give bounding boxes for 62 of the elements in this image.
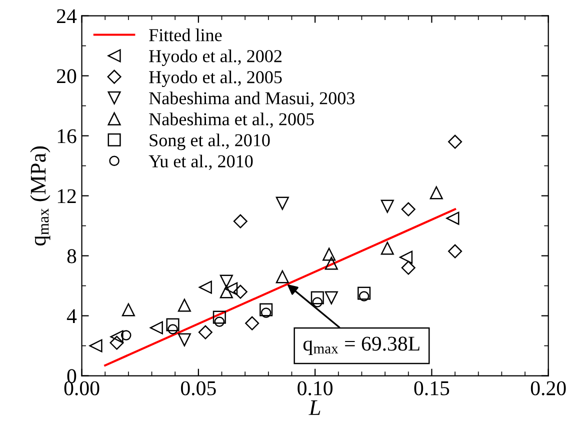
legend-label: Hyodo et al., 2002 bbox=[149, 50, 282, 66]
point bbox=[214, 316, 225, 327]
point bbox=[166, 318, 180, 332]
point bbox=[110, 336, 124, 350]
point bbox=[120, 330, 132, 340]
point bbox=[380, 242, 394, 255]
point bbox=[448, 134, 462, 149]
point bbox=[276, 196, 289, 210]
point bbox=[448, 244, 462, 258]
point bbox=[260, 308, 272, 318]
legend-label: Hyodo et al., 2005 bbox=[149, 70, 282, 88]
point bbox=[358, 286, 371, 300]
legend-label: Yu et al., 2010 bbox=[148, 154, 253, 170]
y-axis-title: q$_{max}$ (MPa) bbox=[30, 146, 50, 246]
legend-label: Song et al., 2010 bbox=[150, 134, 270, 150]
x-tick-label: 0.20 bbox=[530, 381, 566, 396]
legend-label: Nabeshima et al., 2005 bbox=[149, 112, 314, 128]
point bbox=[224, 282, 238, 296]
point bbox=[178, 298, 191, 312]
point bbox=[89, 339, 102, 352]
point bbox=[358, 291, 370, 302]
point bbox=[198, 325, 212, 340]
point bbox=[122, 303, 135, 316]
x-tick-label: 0.00 bbox=[64, 381, 100, 396]
y-tick-label: 24 bbox=[57, 9, 77, 24]
point bbox=[220, 285, 233, 298]
point bbox=[276, 270, 289, 284]
point bbox=[150, 321, 163, 334]
x-tick-label: 0.05 bbox=[180, 381, 216, 396]
point bbox=[233, 284, 248, 299]
point bbox=[401, 260, 416, 275]
point bbox=[110, 330, 124, 344]
point bbox=[324, 256, 338, 270]
point bbox=[220, 274, 233, 288]
y-tick-label: 0 bbox=[67, 369, 76, 384]
x-tick-label: 0.10 bbox=[298, 381, 333, 396]
y-tick-label: 20 bbox=[57, 69, 76, 84]
point bbox=[312, 297, 323, 308]
point bbox=[322, 248, 336, 261]
annotation: q$_{max}$ = 69.38L bbox=[303, 336, 420, 355]
y-tick-label: 16 bbox=[58, 129, 76, 144]
y-tick-label: 4 bbox=[66, 309, 77, 323]
y-tick-label: 8 bbox=[67, 249, 76, 264]
legend-label: Nabeshima and Masui, 2003 bbox=[149, 92, 354, 107]
y-tick-label: 12 bbox=[58, 189, 76, 204]
point bbox=[324, 291, 338, 304]
point bbox=[380, 200, 394, 213]
point bbox=[168, 324, 178, 334]
point bbox=[178, 333, 191, 346]
point bbox=[446, 212, 460, 225]
x-tick-label: 0.15 bbox=[414, 381, 450, 396]
point bbox=[401, 202, 416, 216]
point bbox=[430, 186, 443, 200]
point bbox=[260, 303, 273, 316]
x-axis-title: L bbox=[308, 400, 320, 415]
point bbox=[233, 214, 248, 228]
point bbox=[212, 310, 226, 324]
point bbox=[400, 250, 413, 264]
point bbox=[198, 280, 212, 294]
legend-label: Fitted line bbox=[149, 28, 222, 42]
point bbox=[245, 316, 260, 330]
point bbox=[310, 291, 324, 304]
